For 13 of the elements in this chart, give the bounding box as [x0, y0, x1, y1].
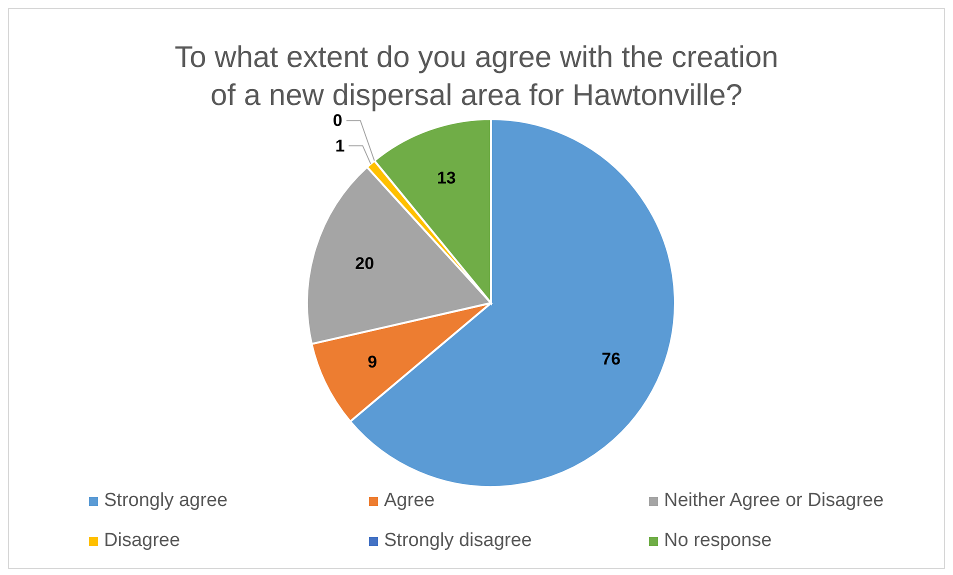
legend-label: Neither Agree or Disagree [664, 490, 884, 512]
text: 0 [332, 111, 342, 130]
data-label: 9 [368, 352, 378, 372]
data-label: 1 [335, 136, 345, 156]
legend-label: Agree [384, 490, 435, 512]
legend-label: Strongly agree [104, 490, 228, 512]
data-label: 76 [602, 349, 621, 368]
legend-label: Strongly disagree [384, 530, 532, 552]
chart-title: To what extent do you agree with the creation of a new dispersal area for Hawtonville? [174, 40, 780, 114]
data-label: 20 [355, 254, 374, 273]
legend-label: No response [664, 530, 772, 552]
legend-label: Disagree [104, 530, 180, 552]
data-label: 13 [436, 168, 456, 188]
